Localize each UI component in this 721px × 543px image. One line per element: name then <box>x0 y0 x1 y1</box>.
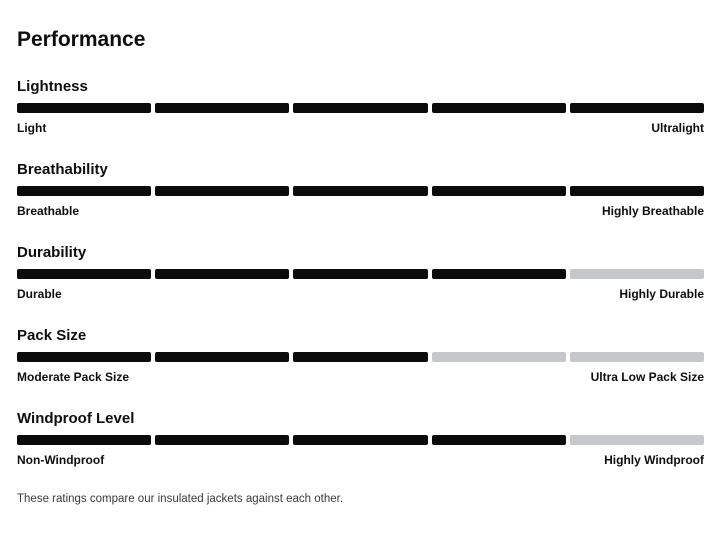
rating-bar <box>17 352 705 362</box>
rating-segment-filled <box>17 186 152 196</box>
rating-bar <box>17 186 705 196</box>
ratings-footnote: These ratings compare our insulated jack… <box>17 493 344 505</box>
rating-scale-labels: Non-Windproof Highly Windproof <box>17 453 704 467</box>
rating-section: Windproof Level Non-Windproof Highly Win… <box>17 410 705 467</box>
rating-segment-filled <box>293 435 428 445</box>
rating-segment-filled <box>293 269 428 279</box>
rating-max-label: Highly Windproof <box>604 453 704 467</box>
rating-category-title: Pack Size <box>17 327 87 344</box>
rating-max-label: Ultralight <box>651 121 704 135</box>
rating-bar <box>17 269 705 279</box>
rating-segment-filled <box>431 103 566 113</box>
rating-section: Durability Durable Highly Durable <box>17 244 705 301</box>
rating-scale-labels: Durable Highly Durable <box>17 287 704 301</box>
rating-segment-filled <box>431 186 566 196</box>
rating-min-label: Non-Windproof <box>17 453 105 467</box>
rating-segment-filled <box>155 435 290 445</box>
rating-segment-filled <box>431 269 566 279</box>
rating-segment-filled <box>155 103 290 113</box>
rating-max-label: Highly Breathable <box>601 204 704 218</box>
rating-segment-filled <box>155 186 290 196</box>
rating-category-title: Breathability <box>17 161 108 178</box>
rating-max-label: Highly Durable <box>619 287 704 301</box>
rating-scale-labels: Breathable Highly Breathable <box>17 204 704 218</box>
rating-segment-filled <box>17 352 152 362</box>
rating-section: Lightness Light Ultralight <box>17 78 705 135</box>
rating-min-label: Breathable <box>17 204 80 218</box>
rating-min-label: Light <box>17 121 47 135</box>
rating-segment-empty <box>431 352 566 362</box>
rating-section: Breathability Breathable Highly Breathab… <box>17 161 705 218</box>
rating-category-title: Windproof Level <box>17 410 135 427</box>
rating-segment-empty <box>569 435 705 445</box>
rating-scale-labels: Light Ultralight <box>17 121 704 135</box>
rating-segment-filled <box>293 352 428 362</box>
rating-segment-filled <box>17 103 152 113</box>
rating-segment-filled <box>293 186 428 196</box>
rating-segment-filled <box>569 103 705 113</box>
rating-segment-filled <box>155 269 290 279</box>
rating-section: Pack Size Moderate Pack Size Ultra Low P… <box>17 327 705 384</box>
rating-min-label: Durable <box>17 287 62 301</box>
rating-segment-empty <box>569 352 705 362</box>
rating-max-label: Ultra Low Pack Size <box>590 370 704 384</box>
rating-category-title: Lightness <box>17 78 88 95</box>
rating-segment-filled <box>17 435 152 445</box>
rating-bar <box>17 435 705 445</box>
rating-category-title: Durability <box>17 244 87 261</box>
page-title: Performance <box>17 28 146 51</box>
rating-sections: Lightness Light Ultralight Breathability… <box>17 78 705 467</box>
rating-bar <box>17 103 705 113</box>
rating-scale-labels: Moderate Pack Size Ultra Low Pack Size <box>17 370 704 384</box>
rating-segment-filled <box>17 269 152 279</box>
rating-min-label: Moderate Pack Size <box>17 370 130 384</box>
rating-segment-filled <box>293 103 428 113</box>
rating-segment-filled <box>431 435 566 445</box>
rating-segment-empty <box>569 269 705 279</box>
rating-segment-filled <box>569 186 705 196</box>
rating-segment-filled <box>155 352 290 362</box>
performance-panel: Performance Lightness Light Ultralight B… <box>17 28 705 505</box>
